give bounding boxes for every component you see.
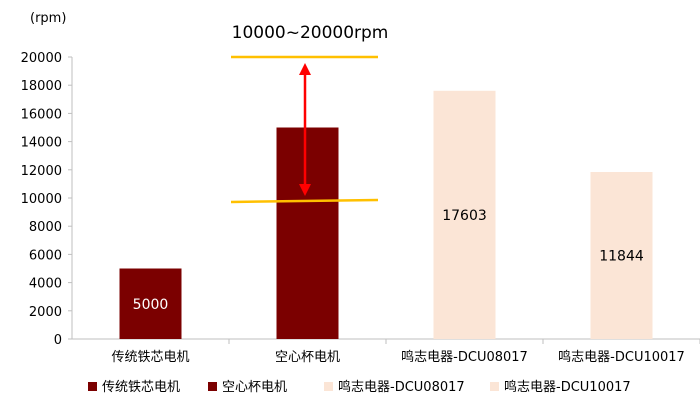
bar bbox=[590, 171, 653, 339]
y-tick-label: 20000 bbox=[21, 51, 62, 66]
data-label: 11844 bbox=[599, 248, 644, 264]
legend: 传统铁芯电机 空心杯电机 鸣志电器-DCU08017 鸣志电器-DCU10017 bbox=[88, 379, 631, 395]
range-arrow-head-down bbox=[299, 184, 311, 196]
data-label: 17603 bbox=[442, 208, 487, 224]
data-label: 5000 bbox=[133, 297, 169, 313]
legend-swatch bbox=[208, 382, 217, 391]
x-category-label: 空心杯电机 bbox=[275, 350, 340, 365]
legend-swatch bbox=[490, 382, 499, 391]
legend-label: 鸣志电器-DCU08017 bbox=[338, 379, 465, 395]
range-lower-line bbox=[230, 198, 379, 204]
bars: 5000 17603 11844 bbox=[119, 90, 653, 339]
bar bbox=[276, 127, 339, 339]
bar bbox=[119, 268, 182, 339]
x-category-label: 鸣志电器-DCU10017 bbox=[558, 349, 685, 365]
range-annotation-label: 10000~20000rpm bbox=[232, 23, 389, 43]
bar bbox=[433, 90, 496, 339]
legend-label: 空心杯电机 bbox=[222, 380, 287, 395]
legend-label: 传统铁芯电机 bbox=[102, 380, 180, 395]
y-tick-label: 16000 bbox=[21, 107, 62, 122]
y-tick-label: 14000 bbox=[21, 136, 62, 151]
y-tick-label: 8000 bbox=[29, 220, 62, 235]
y-tick-label: 0 bbox=[54, 333, 62, 348]
range-annotation: 10000~20000rpm bbox=[230, 23, 389, 204]
y-tick-label: 6000 bbox=[29, 248, 62, 263]
y-tick-label: 12000 bbox=[21, 164, 62, 179]
legend-swatch bbox=[324, 382, 333, 391]
y-axis-unit-label: (rpm) bbox=[30, 11, 66, 26]
x-category-label: 传统铁芯电机 bbox=[111, 350, 189, 365]
range-arrow-head-up bbox=[299, 63, 311, 75]
legend-label: 鸣志电器-DCU10017 bbox=[504, 379, 631, 395]
y-tick-label: 18000 bbox=[21, 79, 62, 94]
x-category-label: 鸣志电器-DCU08017 bbox=[401, 349, 528, 365]
legend-swatch bbox=[88, 382, 97, 391]
y-tick-label: 2000 bbox=[29, 305, 62, 320]
y-tick-label: 10000 bbox=[21, 192, 62, 207]
axes: (rpm) 0 2000 4000 6000 8000 10000 12000 14000 160… bbox=[21, 11, 700, 365]
y-tick-label: 4000 bbox=[29, 277, 62, 292]
